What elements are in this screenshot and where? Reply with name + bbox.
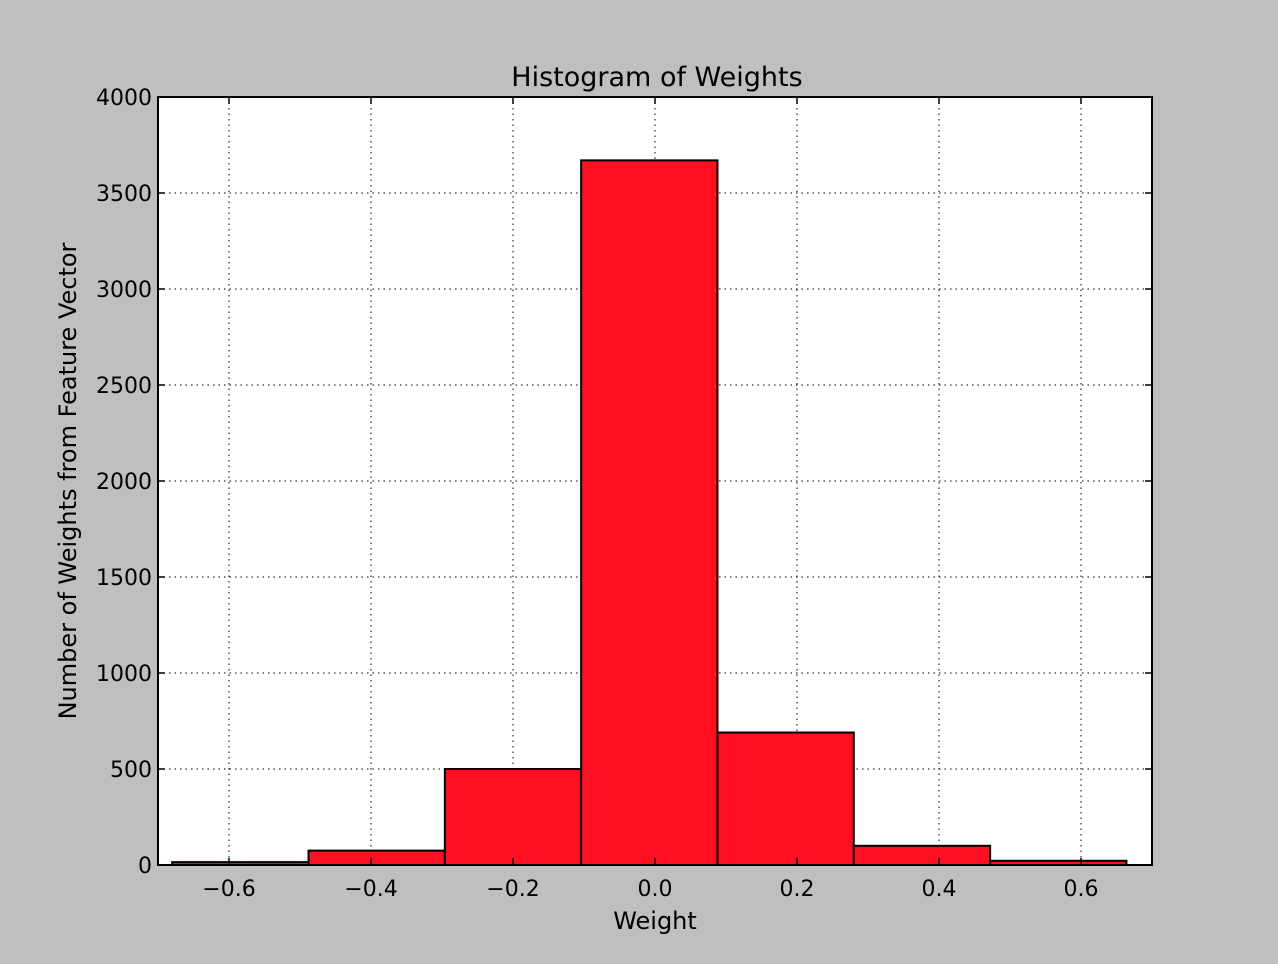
y-tick-label: 1500 bbox=[96, 566, 152, 591]
x-tick-label: 0.2 bbox=[780, 877, 815, 902]
histogram-bar bbox=[580, 159, 719, 867]
x-tick-label: −0.2 bbox=[486, 877, 539, 902]
histogram-bar bbox=[307, 849, 446, 866]
y-tick-label: 500 bbox=[110, 758, 152, 783]
y-tick-label: 2500 bbox=[96, 374, 152, 399]
y-tick-labels: 0 500 1000 1500 2000 2500 3000 3500 4000 bbox=[96, 86, 152, 879]
y-tick-label: 0 bbox=[138, 854, 152, 879]
x-tick-label: 0.6 bbox=[1064, 877, 1099, 902]
y-tick-label: 2000 bbox=[96, 470, 152, 495]
y-axis-label: Number of Weights from Feature Vector bbox=[54, 242, 82, 719]
x-tick-label: −0.4 bbox=[344, 877, 397, 902]
y-tick-label: 4000 bbox=[96, 86, 152, 111]
x-tick-labels: −0.6 −0.4 −0.2 0.0 0.2 0.4 0.6 bbox=[202, 877, 1098, 902]
y-tick-label: 3500 bbox=[96, 182, 152, 207]
y-tick-label: 1000 bbox=[96, 662, 152, 687]
axis-ticks bbox=[158, 96, 1152, 866]
histogram-bar bbox=[716, 731, 855, 867]
x-tick-label: 0.4 bbox=[922, 877, 957, 902]
x-tick-label: −0.6 bbox=[202, 877, 255, 902]
y-tick-label: 3000 bbox=[96, 278, 152, 303]
histogram-bar bbox=[852, 844, 992, 866]
x-axis-label: Weight bbox=[613, 907, 697, 935]
histogram-bar bbox=[443, 768, 583, 866]
x-tick-label: 0.0 bbox=[638, 877, 673, 902]
chart-title: Histogram of Weights bbox=[511, 62, 802, 93]
bars bbox=[171, 159, 1128, 867]
